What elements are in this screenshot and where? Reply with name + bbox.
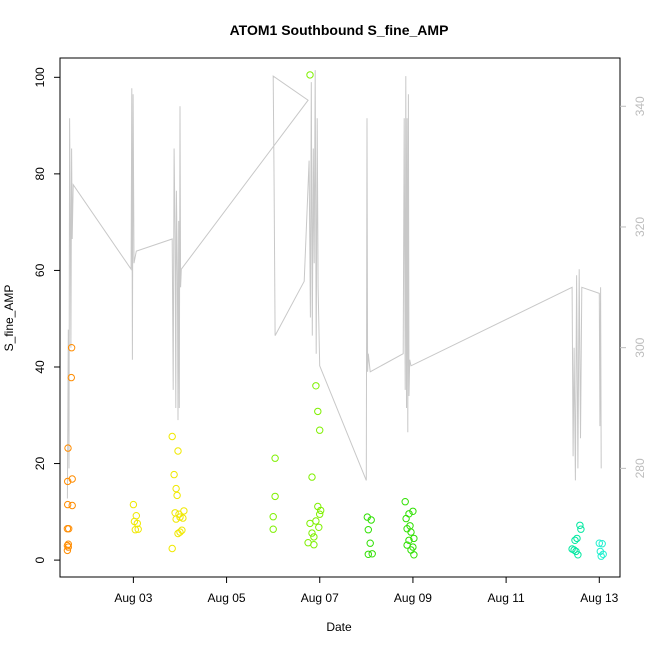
y2-axis: 280 300 320 340 [620,96,647,478]
data-point [64,500,72,509]
y2-tick-label: 320 [633,217,647,237]
data-point [599,550,607,558]
data-point [132,512,141,520]
y-tick-label: 100 [33,67,47,87]
y-tick-label: 80 [33,167,47,181]
data-point [178,526,186,534]
data-point [405,536,413,544]
data-point [409,543,417,551]
x-tick-label: Aug 07 [301,591,339,605]
data-point [577,525,585,533]
y2-tick-label: 340 [633,96,647,116]
data-point [315,523,323,531]
y-tick-label: 0 [33,556,47,563]
data-point [176,528,184,536]
series-line [66,70,602,499]
data-point [410,534,418,543]
y2-tick-label: 280 [633,458,647,478]
data-point [308,473,316,481]
x-tick-label: Aug 03 [114,591,152,605]
data-point [407,528,415,536]
data-point [573,534,581,543]
x-tick-label: Aug 09 [394,591,432,605]
data-point [63,541,72,550]
data-point [65,525,73,533]
data-point [366,539,374,547]
data-point [64,543,73,551]
data-point [68,475,76,483]
data-point [179,514,187,522]
y-tick-label: 40 [33,360,47,374]
y-axis-label: S_fine_AMP [2,285,16,352]
data-point [64,540,73,548]
point-series-layer [63,71,607,560]
data-point [574,551,582,559]
data-point [314,407,322,416]
y-tick-label: 20 [33,457,47,471]
chart-title: ATOM1 Southbound S_fine_AMP [230,22,449,38]
data-point [312,517,320,525]
data-point [597,552,605,560]
x-tick-label: Aug 13 [580,591,618,605]
data-point [67,373,76,382]
data-point [269,525,277,533]
data-point [133,519,142,528]
y-tick-label: 60 [33,263,47,277]
data-point [173,491,181,500]
data-point [316,510,324,518]
data-point [570,546,578,554]
data-point [410,551,418,559]
x-tick-label: Aug 05 [208,591,246,605]
y-axis: 0 20 40 60 80 100 [33,67,60,563]
x-tick-label: Aug 11 [488,591,525,605]
data-point [134,525,142,533]
data-point [310,533,318,541]
data-point [409,507,417,515]
data-point [576,521,584,529]
data-point [598,540,606,548]
data-point [168,544,176,553]
data-point [368,550,376,558]
data-point [168,432,176,441]
data-point [64,477,72,486]
data-point [271,492,279,501]
data-point [64,444,72,452]
data-point [174,447,182,455]
data-point [405,510,413,518]
data-point [310,541,318,549]
data-point [308,529,316,537]
line-series-layer [66,70,602,499]
data-point [364,526,372,534]
data-point [401,498,409,506]
data-point [306,71,314,79]
data-point [316,426,324,434]
data-point [269,513,277,521]
data-point [367,516,375,524]
x-axis: Aug 03 Aug 05 Aug 07 Aug 09 Aug 11 Aug 13 [114,577,619,605]
data-point [312,382,320,390]
data-point [364,550,372,558]
data-point [180,507,188,515]
y2-tick-label: 300 [633,337,647,357]
plot-frame [59,57,621,578]
data-point [170,470,178,479]
data-point [67,344,76,352]
data-point [317,506,325,515]
data-point [172,484,180,493]
data-point [129,500,138,509]
data-point [571,536,579,544]
x-axis-label: Date [326,620,352,634]
data-point [595,539,603,547]
data-point [271,454,279,462]
data-point [68,501,76,510]
